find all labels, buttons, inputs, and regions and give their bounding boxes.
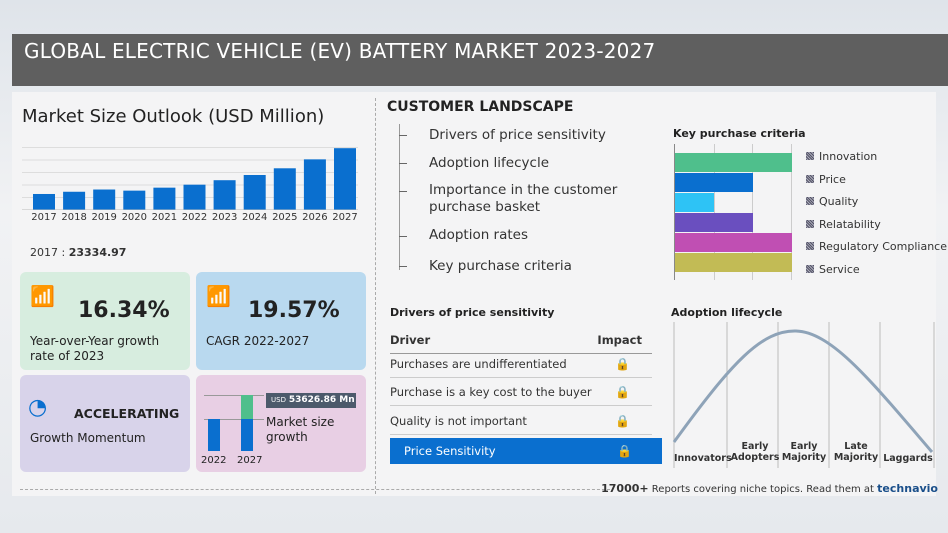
bar-growth bbox=[241, 395, 253, 419]
yoy-card: 📶 16.34% Year-over-Year growth rate of 2… bbox=[20, 272, 190, 370]
stage-label: Laggards bbox=[883, 453, 933, 464]
table-row: Purchase is a key cost to the buyer 🔒 bbox=[390, 378, 652, 406]
legend-swatch-icon bbox=[806, 219, 814, 228]
kpc-bar bbox=[675, 213, 753, 232]
bar-2022 bbox=[183, 184, 206, 210]
kpc-bar bbox=[675, 253, 792, 272]
growth-value-badge: USD 53626.86 Mn bbox=[266, 393, 356, 408]
legend-swatch-icon bbox=[806, 242, 814, 250]
yoy-label: Year-over-Year growth rate of 2023 bbox=[30, 334, 160, 363]
bar-2027 bbox=[241, 419, 253, 451]
year-2027: 2027 bbox=[237, 455, 263, 466]
x-tick-label: 2018 bbox=[61, 212, 87, 223]
growth-chart-icon: 📶 bbox=[30, 284, 55, 308]
market-size-title: Market Size Outlook (USD Million) bbox=[22, 106, 325, 127]
landscape-item: Importance in the customer purchase bask… bbox=[429, 182, 618, 215]
kpc-legend-item: Service bbox=[806, 263, 860, 276]
lock-icon: 🔒 bbox=[615, 414, 630, 428]
momentum-label: Growth Momentum bbox=[30, 431, 146, 445]
kpc-legend-item: Relatability bbox=[806, 218, 881, 231]
adoption-title: Adoption lifecycle bbox=[671, 306, 783, 319]
drivers-title: Drivers of price sensitivity bbox=[390, 306, 555, 319]
kpc-legend-item: Innovation bbox=[806, 150, 877, 163]
footer: 17000+ Reports covering niche topics. Re… bbox=[601, 482, 938, 495]
base-year: 2017 : bbox=[30, 246, 66, 259]
x-tick-label: 2027 bbox=[332, 212, 358, 223]
kpc-legend-item: Regulatory Compliance bbox=[806, 240, 947, 253]
base-value: 23334.97 bbox=[68, 246, 127, 259]
kpc-bar bbox=[675, 233, 792, 252]
market-size-chart bbox=[22, 147, 358, 210]
footer-divider bbox=[20, 489, 610, 490]
kpc-title: Key purchase criteria bbox=[673, 127, 806, 140]
x-tick-label: 2026 bbox=[302, 212, 328, 223]
speedometer-icon: ◔ bbox=[28, 395, 48, 420]
legend-swatch-icon bbox=[806, 174, 814, 183]
bar-2027 bbox=[334, 148, 356, 210]
lock-icon: 🔒 bbox=[617, 444, 632, 458]
momentum-card: ◔ ACCELERATING Growth Momentum bbox=[20, 375, 190, 472]
yoy-value: 16.34% bbox=[78, 298, 170, 323]
kpc-bar bbox=[675, 193, 714, 212]
bar-2026 bbox=[303, 159, 326, 210]
stage-label: Innovators bbox=[674, 453, 732, 464]
timeline-line bbox=[399, 124, 400, 270]
adoption-curve bbox=[672, 322, 935, 468]
kpc-bar bbox=[675, 173, 753, 192]
landscape-item: Adoption lifecycle bbox=[429, 155, 549, 171]
x-tick-label: 2019 bbox=[91, 212, 117, 223]
lock-icon: 🔒 bbox=[615, 357, 630, 371]
cagr-value: 19.57% bbox=[248, 298, 340, 323]
x-tick-label: 2021 bbox=[151, 212, 178, 223]
bar-2020 bbox=[123, 190, 146, 210]
landscape-item: Drivers of price sensitivity bbox=[429, 127, 606, 143]
x-tick-label: 2023 bbox=[211, 212, 238, 223]
x-tick-label: 2022 bbox=[181, 212, 208, 223]
bar-2022 bbox=[208, 419, 220, 451]
kpc-bar bbox=[675, 153, 792, 172]
page-title: GLOBAL ELECTRIC VEHICLE (EV) BATTERY MAR… bbox=[12, 34, 948, 86]
kpc-legend-item: Price bbox=[806, 173, 846, 186]
growth-card: 2022 2027 USD 53626.86 Mn Market size gr… bbox=[196, 375, 366, 472]
table-row: Purchases are undifferentiated 🔒 bbox=[390, 350, 652, 378]
landscape-item: Key purchase criteria bbox=[429, 258, 572, 274]
x-tick-label: 2017 bbox=[31, 212, 57, 223]
bar-2024 bbox=[243, 174, 266, 210]
momentum-value: ACCELERATING bbox=[74, 406, 180, 421]
x-tick-label: 2020 bbox=[121, 212, 148, 223]
stage-label: Early Majority bbox=[781, 441, 827, 463]
x-tick-label: 2024 bbox=[241, 212, 268, 223]
kpc-legend-item: Quality bbox=[806, 195, 858, 208]
bar-2023 bbox=[213, 180, 236, 210]
divider bbox=[375, 98, 376, 494]
lock-icon: 🔒 bbox=[615, 385, 630, 399]
stage-label: Early Adopters bbox=[730, 441, 780, 463]
customer-landscape-title: CUSTOMER LANDSCAPE bbox=[387, 99, 574, 115]
x-tick-label: 2025 bbox=[272, 212, 298, 223]
bar-2021 bbox=[153, 187, 176, 210]
growth-chart-icon: 📶 bbox=[206, 284, 231, 308]
landscape-item: Adoption rates bbox=[429, 227, 529, 243]
stage-label: Late Majority bbox=[833, 441, 879, 463]
legend-swatch-icon bbox=[806, 197, 814, 205]
year-2022: 2022 bbox=[201, 455, 227, 466]
legend-swatch-icon bbox=[806, 264, 814, 273]
cagr-card: 📶 19.57% CAGR 2022-2027 bbox=[196, 272, 366, 370]
table-row: Quality is not important 🔒 bbox=[390, 407, 652, 435]
bar-2025 bbox=[273, 168, 296, 210]
bar-2019 bbox=[93, 189, 116, 210]
legend-swatch-icon bbox=[806, 152, 814, 160]
technavio-logo[interactable]: technavio bbox=[877, 482, 938, 495]
drivers-header: Driver Impact bbox=[390, 326, 652, 354]
bar-2017 bbox=[33, 193, 55, 210]
bar-2018 bbox=[63, 191, 86, 210]
growth-label: Market size growth bbox=[266, 415, 335, 444]
cagr-label: CAGR 2022-2027 bbox=[206, 334, 310, 348]
price-sensitivity-row[interactable]: Price Sensitivity 🔒 bbox=[390, 438, 662, 464]
